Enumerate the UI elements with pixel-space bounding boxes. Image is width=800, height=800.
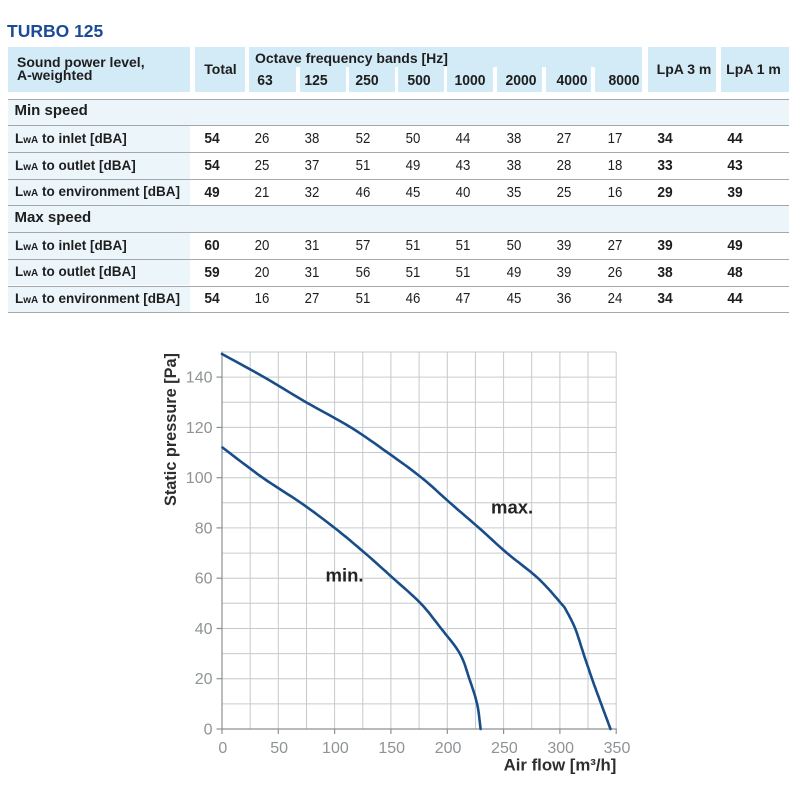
- svg-text:0: 0: [204, 722, 213, 739]
- svg-text:0: 0: [218, 740, 227, 757]
- svg-text:Air flow [m³/h]: Air flow [m³/h]: [504, 756, 617, 775]
- svg-text:100: 100: [186, 470, 213, 487]
- svg-text:100: 100: [322, 740, 349, 757]
- svg-text:120: 120: [186, 420, 213, 437]
- svg-text:min.: min.: [326, 565, 364, 586]
- svg-text:150: 150: [378, 740, 405, 757]
- svg-text:20: 20: [195, 671, 213, 688]
- svg-text:60: 60: [195, 571, 213, 588]
- svg-text:350: 350: [604, 740, 631, 757]
- svg-text:140: 140: [186, 370, 213, 387]
- svg-text:200: 200: [435, 740, 462, 757]
- svg-text:250: 250: [491, 740, 518, 757]
- svg-text:max.: max.: [491, 497, 533, 518]
- svg-text:50: 50: [270, 740, 288, 757]
- svg-text:40: 40: [195, 621, 213, 638]
- svg-text:Static pressure [Pa]: Static pressure [Pa]: [162, 353, 180, 506]
- svg-text:80: 80: [195, 520, 213, 537]
- svg-text:300: 300: [547, 740, 574, 757]
